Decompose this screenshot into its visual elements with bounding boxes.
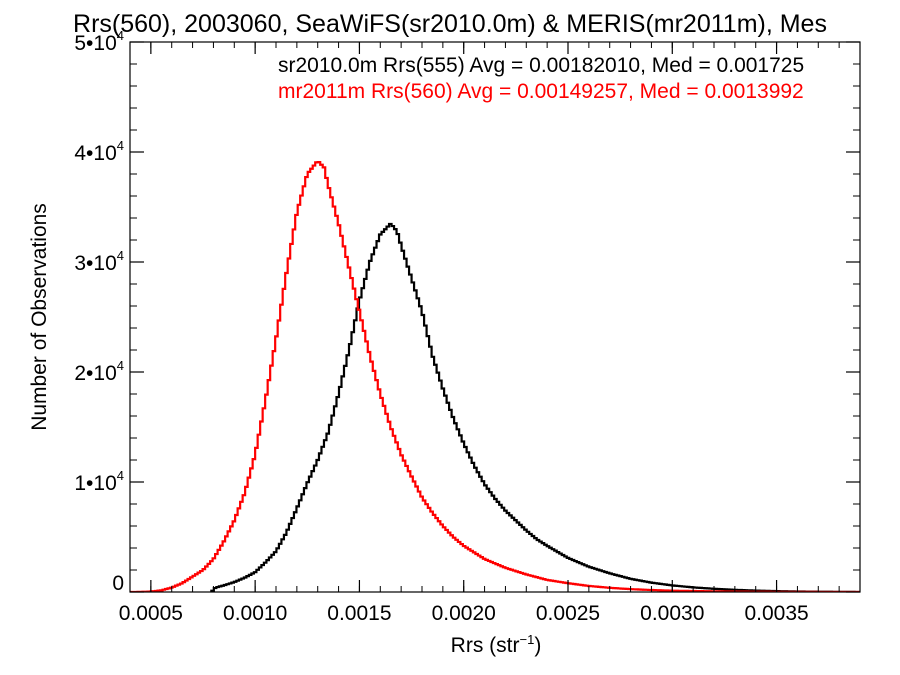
series-layer (130, 161, 860, 592)
y-tick-label-base: 4•10 (74, 142, 116, 165)
y-axis-title: Number of Observations (28, 203, 51, 431)
y-tick-label-exponent: 4 (117, 358, 124, 373)
y-tick-label-exponent: 4 (117, 468, 124, 483)
series-sr2010-0m-rrs555-line (210, 222, 860, 592)
series-mr2011m-rrs560-line (130, 161, 860, 592)
x-tick-label: 0.0035 (744, 602, 808, 625)
x-tick-label: 0.0005 (119, 602, 183, 625)
legend: sr2010.0m Rrs(555) Avg = 0.00182010, Med… (278, 54, 804, 103)
x-tick-label: 0.0025 (536, 602, 600, 625)
x-tick-label: 0.0020 (432, 602, 496, 625)
y-tick-label-base: 5•10 (74, 32, 116, 55)
y-tick-label-exponent: 4 (117, 28, 124, 43)
legend-entry: mr2011m Rrs(560) Avg = 0.00149257, Med =… (278, 80, 804, 103)
y-tick-label-exponent: 4 (117, 138, 124, 153)
x-axis-title: Rrs (str−1) (451, 632, 542, 657)
plot-frame (129, 41, 861, 593)
y-tick-label-base: 2•10 (74, 362, 116, 385)
legend-entry: sr2010.0m Rrs(555) Avg = 0.00182010, Med… (278, 54, 804, 77)
y-tick-label: 2•104 (74, 358, 124, 385)
y-tick-label-exponent: 4 (117, 248, 124, 263)
chart-title: Rrs(560), 2003060, SeaWiFS(sr2010.0m) & … (73, 10, 827, 38)
y-tick-label: 3•104 (74, 248, 124, 275)
x-axis-ticks: 0.0005 0.0010 0.0015 0.0020 0.0025 0.0030 0.00… (119, 42, 861, 625)
y-tick-label: 1•104 (74, 468, 124, 495)
y-tick-label: 0 (112, 572, 124, 595)
y-tick-label-base: 3•10 (74, 252, 116, 275)
x-tick-label: 0.0015 (327, 602, 391, 625)
x-tick-label: 0.0010 (223, 602, 287, 625)
x-tick-label: 0.0030 (640, 602, 704, 625)
y-tick-label: 4•104 (74, 138, 124, 165)
y-tick-label-base: 1•10 (74, 472, 116, 495)
y-tick-label-base: 0 (112, 572, 124, 595)
y-tick-label: 5•104 (74, 28, 124, 55)
